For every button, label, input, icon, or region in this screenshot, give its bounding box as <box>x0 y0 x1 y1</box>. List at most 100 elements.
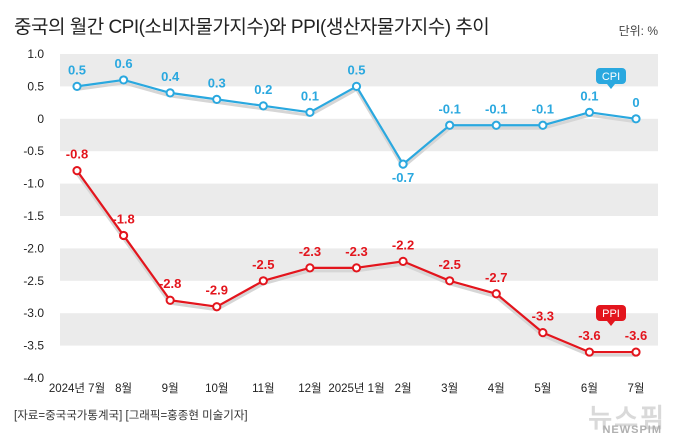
chart-title: 중국의 월간 CPI(소비자물가지수)와 PPI(생산자물가지수) 추이 <box>14 17 490 38</box>
cpi-data-label: 0.1 <box>301 88 319 103</box>
cpi-point <box>258 101 268 111</box>
cpi-point <box>445 120 455 130</box>
cpi-point <box>165 88 175 98</box>
cpi-point <box>351 81 362 92</box>
ppi-data-label: -2.7 <box>485 270 507 285</box>
legend: CPI PPI <box>596 68 626 326</box>
y-tick-label: -3.0 <box>23 306 44 320</box>
cpi-data-label: -0.7 <box>392 170 414 185</box>
ppi-point <box>445 276 455 286</box>
x-tick-label: 7월 <box>628 382 645 395</box>
x-tick-label: 4월 <box>488 382 505 395</box>
ppi-data-label: -2.8 <box>159 276 181 291</box>
watermark: 뉴스핌 NEWSPIM <box>496 398 666 440</box>
ppi-point <box>212 302 222 312</box>
cpi-data-label: 0.3 <box>208 75 226 90</box>
cpi-point <box>538 120 548 130</box>
ppi-data-label: -3.6 <box>578 328 600 343</box>
ppi-data-label: -2.5 <box>252 257 274 272</box>
ppi-data-label: -1.8 <box>112 211 134 226</box>
grid-band <box>60 54 658 87</box>
unit-label: 단위: % <box>618 24 658 38</box>
cpi-point <box>118 75 129 85</box>
cpi-legend-label: CPI <box>602 71 620 83</box>
cpi-legend-pointer <box>607 84 615 89</box>
ppi-point <box>165 295 175 305</box>
ppi-point <box>631 347 641 357</box>
y-tick-label: 0 <box>37 112 44 126</box>
ppi-data-label: -2.9 <box>206 283 228 298</box>
x-tick-label: 2025년 1월 <box>328 382 384 395</box>
grid-band <box>60 313 658 346</box>
ppi-point <box>118 230 129 241</box>
y-tick-label: -2.0 <box>23 241 44 255</box>
y-tick-label: -2.5 <box>23 274 44 288</box>
grid-band <box>60 183 658 216</box>
ppi-point <box>351 263 362 273</box>
x-tick-label: 6월 <box>581 382 598 395</box>
source-note: [자료=중국국가통계국] [그래픽=홍종현 미술기자] <box>14 410 248 422</box>
x-tick-label: 12월 <box>298 382 321 395</box>
cpi-data-label: 0.6 <box>115 56 133 71</box>
ppi-data-label: -3.6 <box>625 328 647 343</box>
y-tick-label: -3.5 <box>23 339 44 353</box>
x-tick-label: 10월 <box>205 382 228 395</box>
ppi-point <box>72 166 82 176</box>
y-tick-label: -0.5 <box>23 144 44 158</box>
cpi-point <box>305 107 315 117</box>
ppi-point <box>584 347 595 357</box>
y-tick-label: 0.5 <box>27 79 44 93</box>
data-labels: 0.5 0.6 0.4 0.3 0.2 0.1 0.5 -0.7 -0.1 -0.1 -0.1 0.1… <box>66 56 647 343</box>
cpi-data-label: -0.1 <box>532 101 554 116</box>
x-tick-label: 2월 <box>395 382 412 395</box>
ppi-point <box>305 263 315 273</box>
cpi-point <box>212 94 222 104</box>
ppi-point <box>258 276 268 286</box>
x-tick-label: 2024년 7월 <box>49 382 105 395</box>
ppi-data-label: -2.3 <box>345 244 367 259</box>
ppi-data-label: -2.5 <box>438 257 460 272</box>
x-tick-label: 9월 <box>162 382 179 395</box>
cpi-data-label: -0.1 <box>438 101 460 116</box>
cpi-point <box>631 114 641 124</box>
cpi-data-label: 0 <box>632 95 639 110</box>
grid-band <box>60 118 658 152</box>
ppi-data-label: -2.2 <box>392 237 414 252</box>
ppi-data-label: -3.3 <box>532 309 554 324</box>
x-tick-label: 3월 <box>441 382 458 395</box>
y-tick-label: -1.5 <box>23 209 44 223</box>
cpi-data-label: 0.1 <box>580 88 598 103</box>
ppi-data-label: -0.8 <box>66 147 88 162</box>
y-tick-label: -1.0 <box>23 177 44 191</box>
cpi-data-label: 0.4 <box>161 69 180 84</box>
ppi-legend-tag: PPI <box>596 305 626 326</box>
series-points <box>72 75 641 357</box>
ppi-point <box>491 289 501 299</box>
cpi-legend-box <box>596 68 626 84</box>
x-tick-label: 5월 <box>534 382 551 395</box>
y-axis: 1.0 0.5 0 -0.5 -1.0 -1.5 -2.0 -2.5 -3.0 -3.5 -4.0 <box>23 47 44 385</box>
cpi-point <box>584 107 595 117</box>
x-axis: 2024년 7월 8월 9월 10월 11월 12월 2025년 1월 2월 3월 4월 5월 6월 7… <box>49 382 645 395</box>
ppi-legend-box <box>596 305 626 321</box>
cpi-point <box>72 81 82 92</box>
cpi-legend-tag: CPI <box>596 68 626 89</box>
watermark-logo-text: 뉴스핌 <box>588 403 666 433</box>
ppi-legend-label: PPI <box>602 308 620 320</box>
cpi-point <box>398 159 408 169</box>
ppi-point <box>398 256 408 266</box>
cpi-data-label: 0.5 <box>68 62 86 77</box>
ppi-point <box>538 328 548 338</box>
cpi-data-label: -0.1 <box>485 101 507 116</box>
cpi-point <box>491 120 501 130</box>
ppi-data-label: -2.3 <box>299 244 321 259</box>
ppi-legend-pointer <box>607 321 615 326</box>
cpi-data-label: 0.5 <box>347 62 365 77</box>
y-tick-label: -4.0 <box>23 371 44 385</box>
x-tick-label: 11월 <box>252 382 275 395</box>
grid-bands <box>60 54 658 346</box>
y-tick-label: 1.0 <box>27 47 44 61</box>
watermark-sub-text: NEWSPIM <box>602 424 662 436</box>
x-tick-label: 8월 <box>115 382 132 395</box>
